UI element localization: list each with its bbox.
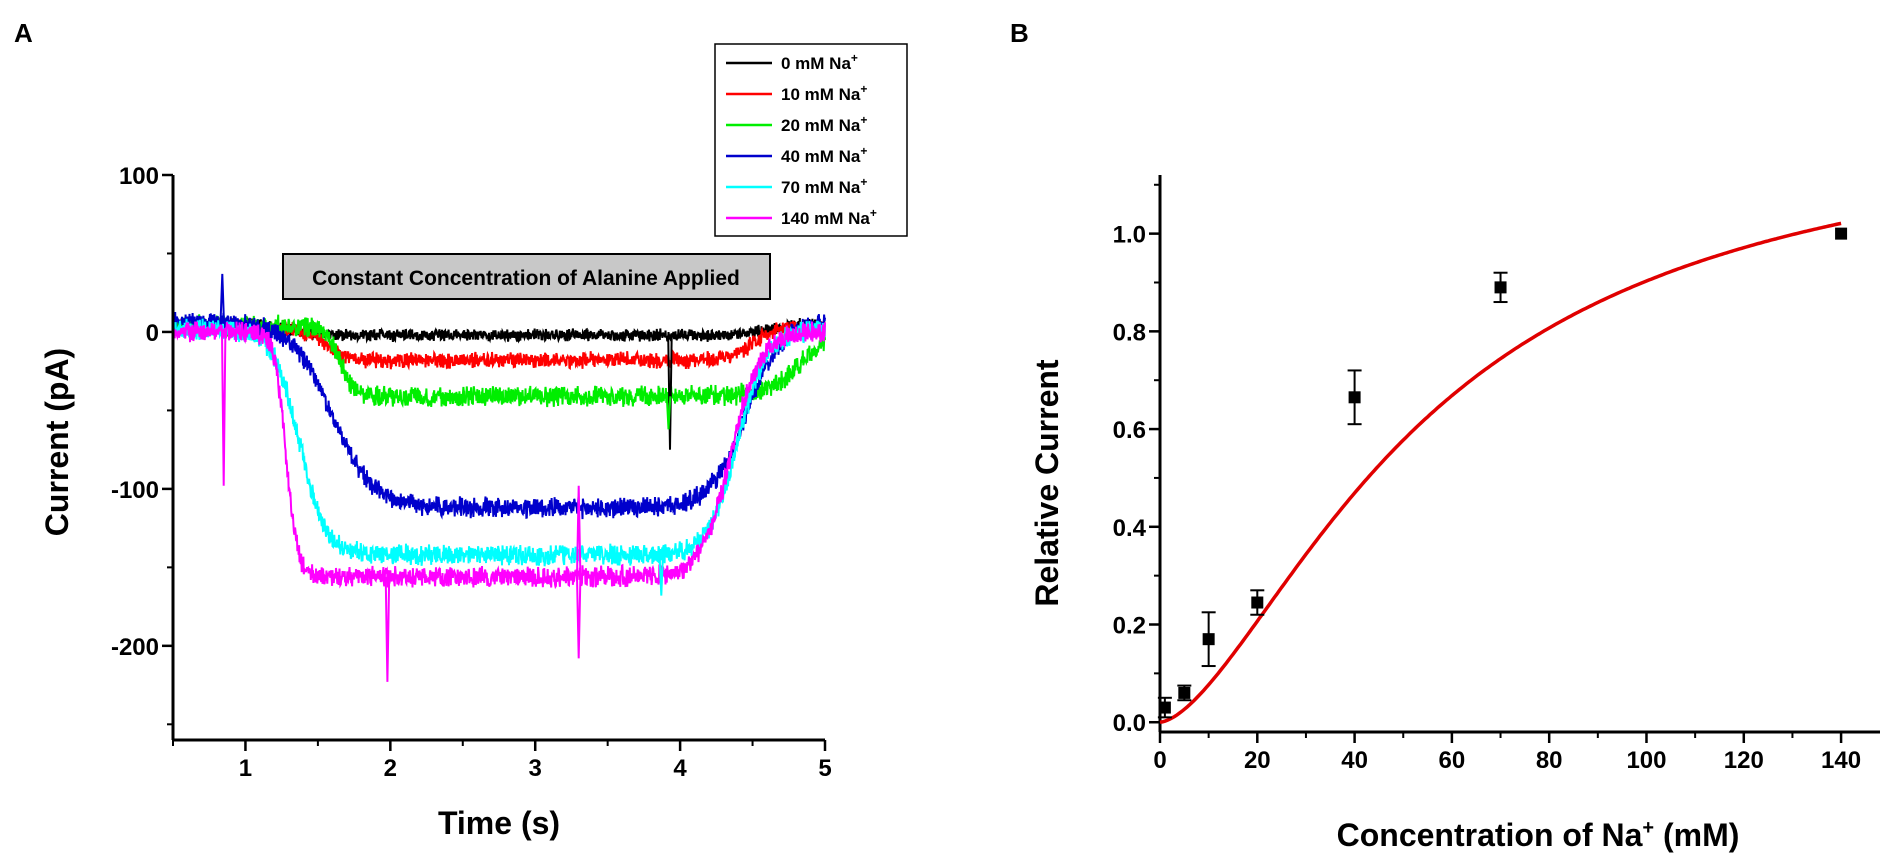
chart-b: 0 20 40 60 80 100 120 140 0.0 0.2 0.4 0.6 0.8 1.0 Co… [1029,175,1880,853]
legend-label-conc: 0 mM Na [781,54,851,73]
b-x-axis-title-unit: (mM) [1663,817,1739,853]
trace-spike [384,576,391,682]
b-y-tick-label: 0.4 [1113,515,1147,542]
data-point [1494,281,1507,294]
legend-label-sup: + [870,206,877,220]
legend-label-sup: + [860,113,867,127]
legend-label: 0 mM Na+ [781,51,858,73]
b-x-axis-title-main: Concentration of Na [1337,817,1643,853]
a-x-tick-label: 3 [529,755,542,782]
trace-line [172,314,826,408]
b-y-tick-label: 1.0 [1113,222,1146,249]
a-y-tick-label: 0 [146,320,159,347]
trace-spike [576,576,582,659]
b-x-tick-label: 40 [1341,747,1368,774]
b-x-tick-label: 100 [1626,747,1666,774]
b-x-tick-label: 120 [1724,747,1764,774]
data-point [1835,227,1848,240]
legend-label: 70 mM Na+ [781,175,867,197]
legend-label: 140 mM Na+ [781,206,877,228]
legend-label-sup: + [860,82,867,96]
a-y-axis-title: Current (pA) [39,348,75,536]
legend-label-conc: 20 mM Na [781,116,861,135]
legend-label-conc: 10 mM Na [781,85,861,104]
b-y-tick-label: 0.8 [1113,319,1146,346]
legend-label-conc: 70 mM Na [781,178,861,197]
b-x-tick-label: 0 [1153,747,1166,774]
legend-label: 20 mM Na+ [781,113,867,135]
b-y-tick-label: 0.2 [1113,613,1146,640]
panel-label-a: A [14,18,33,48]
b-x-tick-label: 60 [1439,747,1466,774]
legend-label-sup: + [860,175,867,189]
a-y-tick-label: -200 [111,634,159,661]
trace-spike [576,485,582,577]
a-x-ticks: 1 2 3 4 5 [172,740,832,782]
trace-spike [665,396,672,430]
annotation-box [282,253,771,300]
b-x-axis-title: Concentration of Na+ (mM) [1337,817,1740,853]
a-x-tick-label: 4 [673,755,687,782]
b-x-tick-label: 140 [1821,747,1861,774]
trace-spike [667,335,673,450]
b-y-ticks: 0.0 0.2 0.4 0.6 0.8 1.0 [1113,183,1160,737]
b-y-tick-label: 0.0 [1113,710,1146,737]
legend: 0 mM Na+10 mM Na+20 mM Na+40 mM Na+70 mM… [726,51,877,228]
b-y-axis-title: Relative Current [1029,359,1065,607]
trace-line [172,311,826,520]
data-point [1251,596,1264,609]
b-x-axis-title-space [1654,817,1663,853]
data-point [1178,686,1191,699]
legend-label-sup: + [860,144,867,158]
panel-label-b: B [1010,18,1029,48]
b-y-tick-label: 0.6 [1113,417,1146,444]
legend-label-conc: 140 mM Na [781,209,870,228]
trace-line [172,321,826,590]
a-y-tick-label: -100 [111,477,159,504]
trace-spike [658,553,664,596]
data-point [1348,391,1361,404]
fit-curve [1159,221,1842,724]
legend-label: 40 mM Na+ [781,144,867,166]
fit-group [1159,221,1842,724]
a-x-tick-label: 2 [384,755,397,782]
data-point [1158,701,1171,714]
b-x-tick-label: 80 [1536,747,1563,774]
trace-group [172,273,826,682]
trace-spike [219,273,225,324]
data-point [1202,633,1215,646]
legend-label: 10 mM Na+ [781,82,867,104]
trace-spike [221,331,227,486]
legend-label-conc: 40 mM Na [781,147,861,166]
legend-label-sup: + [851,51,858,65]
a-y-tick-label: 100 [119,163,159,190]
chart-a: 1 2 3 4 5 100 0 -100 -200 Time (s) Current (pA)… [39,43,908,841]
b-x-axis-title-sup: + [1642,817,1654,839]
annotation-text: Constant Concentration of Alanine Applie… [312,267,740,290]
a-y-ticks: 100 0 -100 -200 [111,163,173,726]
legend-box [714,43,908,237]
data-points [1157,227,1848,719]
b-x-tick-label: 20 [1244,747,1271,774]
a-x-tick-label: 5 [818,755,831,782]
a-x-tick-label: 1 [239,755,252,782]
a-x-axis-title: Time (s) [438,805,560,841]
b-x-ticks: 0 20 40 60 80 100 120 140 [1153,732,1861,774]
